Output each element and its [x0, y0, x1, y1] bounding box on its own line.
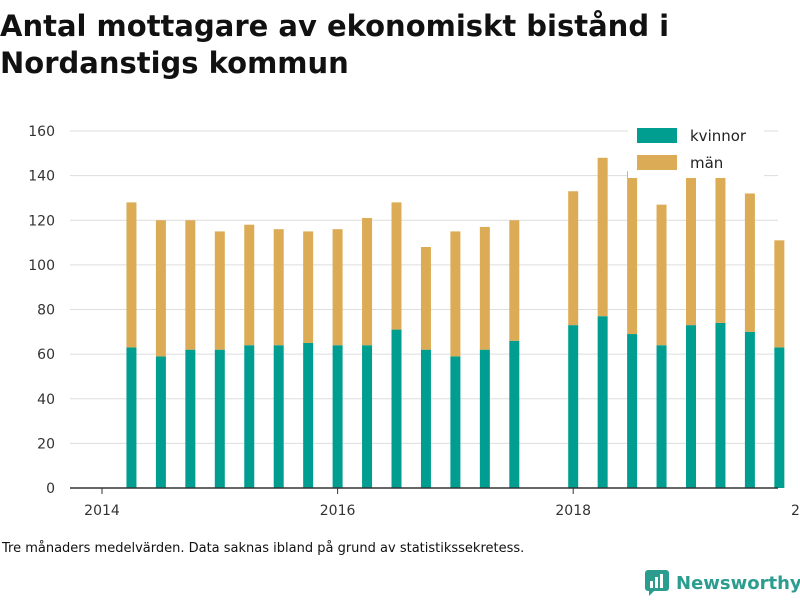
bar-man-2019-01	[686, 162, 696, 326]
y-tick-label: 140	[28, 169, 55, 185]
y-tick-label: 60	[37, 347, 55, 363]
y-tick-label: 120	[28, 213, 55, 229]
bar-kvinnor-2015-10	[303, 342, 314, 488]
bar-man-2017-04	[479, 226, 490, 350]
bar-series	[126, 157, 785, 488]
bar-man-2019-07	[744, 193, 755, 332]
bar-man-2018-01	[568, 191, 579, 326]
y-tick-label: 40	[37, 392, 55, 408]
bar-kvinnor-2015-07	[273, 345, 284, 488]
legend: kvinnor män	[628, 122, 764, 178]
y-tick-label: 160	[28, 124, 55, 140]
y-tick-label: 20	[37, 436, 55, 452]
bar-kvinnor-2019-01	[686, 325, 696, 488]
bar-man-2018-04	[597, 157, 608, 317]
bar-kvinnor-2017-04	[479, 349, 490, 488]
y-tick-label: 0	[46, 481, 55, 497]
x-axis-labels: 201420162018202020222024	[84, 488, 800, 519]
x-tick-label: 2014	[84, 503, 120, 519]
bar-man-2014-07	[155, 220, 166, 357]
bar-kvinnor-2016-01	[332, 345, 343, 488]
bar-man-2018-07	[627, 171, 638, 335]
x-tick-label: 2018	[555, 503, 591, 519]
bar-kvinnor-2019-07	[744, 331, 755, 488]
bar-man-2016-04	[362, 218, 373, 346]
x-tick-label: 2016	[320, 503, 356, 519]
bar-man-2017-01	[450, 231, 461, 357]
legend-swatch-kvinnor	[637, 128, 677, 143]
bar-man-2014-04	[126, 202, 137, 348]
bar-man-2016-01	[332, 229, 343, 346]
bar-kvinnor-2018-04	[597, 316, 608, 488]
bar-man-2015-01	[214, 231, 225, 350]
y-axis-labels: 0 20 40 60 80 100 120 140 160	[28, 124, 55, 497]
y-tick-label: 100	[28, 258, 55, 274]
bar-kvinnor-2015-01	[214, 349, 225, 488]
bar-man-2015-07	[273, 229, 284, 346]
bar-man-2019-10	[774, 240, 785, 348]
bar-kvinnor-2017-07	[509, 340, 520, 488]
bar-kvinnor-2016-04	[362, 345, 373, 488]
bar-man-2019-04	[715, 177, 726, 323]
y-tick-label: 80	[37, 303, 55, 319]
bar-kvinnor-2014-04	[126, 347, 137, 488]
bar-man-2014-10	[185, 220, 196, 350]
newsworthy-logo-icon	[645, 570, 669, 596]
bar-kvinnor-2017-01	[450, 356, 461, 488]
bar-man-2016-10	[420, 247, 431, 350]
bar-kvinnor-2019-04	[715, 322, 726, 488]
bar-man-2015-04	[244, 224, 255, 346]
bar-kvinnor-2019-10	[774, 347, 785, 488]
bar-kvinnor-2018-07	[627, 334, 638, 488]
footnote: Tre månaders medelvärden. Data saknas ib…	[2, 541, 525, 556]
bar-kvinnor-2014-07	[155, 356, 166, 488]
brand[interactable]: Newsworthy	[644, 568, 800, 598]
bar-man-2016-07	[391, 202, 402, 330]
bar-man-2017-07	[509, 220, 520, 341]
bar-kvinnor-2018-10	[656, 345, 667, 488]
legend-swatch-man	[637, 155, 677, 170]
legend-label-man: män	[690, 154, 723, 172]
x-tick-label: 2020	[791, 503, 800, 519]
bar-kvinnor-2014-10	[185, 349, 196, 488]
legend-label-kvinnor: kvinnor	[690, 127, 747, 145]
bar-man-2015-10	[303, 231, 314, 343]
brand-name: Newsworthy	[676, 572, 800, 594]
bar-kvinnor-2015-04	[244, 345, 255, 488]
bar-kvinnor-2016-10	[420, 349, 431, 488]
bar-kvinnor-2018-01	[568, 325, 579, 488]
chart-title: Antal mottagare av ekonomiskt bistånd i …	[0, 9, 670, 80]
bar-kvinnor-2016-07	[391, 329, 402, 488]
bar-man-2018-10	[656, 204, 667, 346]
